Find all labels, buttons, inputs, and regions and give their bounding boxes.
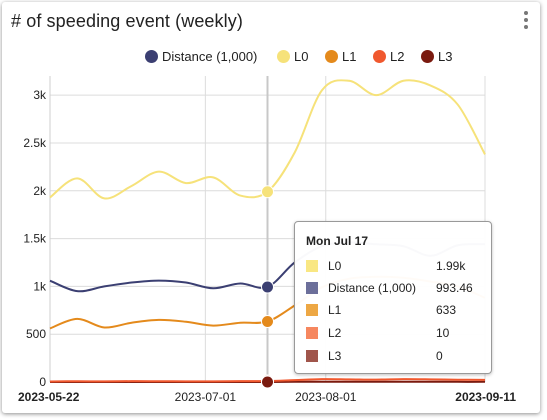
tooltip-row: Distance (1,000) 993.46 bbox=[306, 281, 486, 295]
line-chart[interactable]: 0 500 1k 1.5k 2k 2.5k 3k 2023-05-22 2023-07-01 20… bbox=[2, 2, 540, 413]
tooltip-swatch bbox=[306, 260, 318, 272]
tooltip-swatch bbox=[306, 327, 318, 339]
hover-point-distance-1-000 bbox=[261, 280, 274, 294]
legend-label: L3 bbox=[438, 48, 453, 64]
tooltip-swatch bbox=[306, 282, 318, 294]
legend-marker bbox=[421, 49, 434, 63]
y-tick-label: 1k bbox=[33, 279, 47, 293]
x-tick-label: 2023-05-22 bbox=[18, 390, 80, 404]
legend-marker bbox=[277, 49, 290, 63]
chart-legend: Distance (1,000) L0 L1 L2 L3 bbox=[2, 46, 540, 66]
tooltip-row: L0 1.99k bbox=[306, 259, 486, 273]
tooltip-series-name: L3 bbox=[328, 349, 342, 363]
y-tick-label: 2k bbox=[33, 184, 47, 198]
legend-label: L2 bbox=[390, 48, 405, 64]
speeding-events-widget: # of speeding event (weekly) Distance (1… bbox=[2, 2, 540, 413]
tooltip-series-name: L1 bbox=[328, 303, 342, 317]
tooltip-series-name: Distance (1,000) bbox=[328, 281, 417, 295]
tooltip-series-value: 1.99k bbox=[436, 259, 466, 273]
chart-tooltip: Mon Jul 17 L0 1.99k Distance (1,000) 993… bbox=[294, 221, 492, 374]
hover-point-l0 bbox=[261, 185, 274, 199]
legend-item-l0[interactable]: L0 bbox=[277, 46, 308, 66]
y-tick-label: 0 bbox=[39, 375, 46, 389]
legend-marker bbox=[325, 49, 338, 63]
tooltip-series-value: 993.46 bbox=[436, 281, 473, 295]
hover-point-l1 bbox=[261, 314, 274, 328]
tooltip-swatch bbox=[306, 350, 318, 362]
tooltip-row: L2 10 bbox=[306, 326, 486, 340]
y-tick-label: 500 bbox=[26, 327, 46, 341]
y-tick-label: 1.5k bbox=[23, 232, 47, 246]
legend-label: L0 bbox=[294, 48, 309, 64]
tooltip-date: Mon Jul 17 bbox=[306, 234, 369, 248]
hover-point-l3 bbox=[261, 375, 274, 389]
legend-item-l3[interactable]: L3 bbox=[421, 46, 452, 66]
tooltip-series-value: 633 bbox=[436, 303, 457, 317]
legend-marker bbox=[145, 49, 158, 63]
x-tick-label: 2023-09-11 bbox=[455, 390, 516, 404]
legend-label: L1 bbox=[342, 48, 357, 64]
tooltip-row: L1 633 bbox=[306, 303, 486, 317]
tooltip-series-name: L2 bbox=[328, 326, 342, 340]
y-tick-label: 3k bbox=[33, 88, 47, 102]
y-tick-label: 2.5k bbox=[23, 136, 47, 150]
x-tick-label: 2023-07-01 bbox=[175, 390, 237, 404]
x-tick-label: 2023-08-01 bbox=[295, 390, 357, 404]
legend-item-l1[interactable]: L1 bbox=[325, 46, 356, 66]
tooltip-series-value: 10 bbox=[436, 326, 450, 340]
legend-label: Distance (1,000) bbox=[162, 48, 258, 64]
tooltip-row: L3 0 bbox=[306, 349, 486, 363]
widget-title: # of speeding event (weekly) bbox=[11, 11, 243, 31]
legend-item-distance[interactable]: Distance (1,000) bbox=[145, 46, 257, 66]
tooltip-swatch bbox=[306, 304, 318, 316]
legend-item-l2[interactable]: L2 bbox=[373, 46, 404, 66]
tooltip-series-name: L0 bbox=[328, 259, 342, 273]
legend-marker bbox=[373, 49, 386, 63]
tooltip-series-value: 0 bbox=[436, 349, 443, 363]
kebab-menu-icon[interactable] bbox=[520, 10, 532, 32]
